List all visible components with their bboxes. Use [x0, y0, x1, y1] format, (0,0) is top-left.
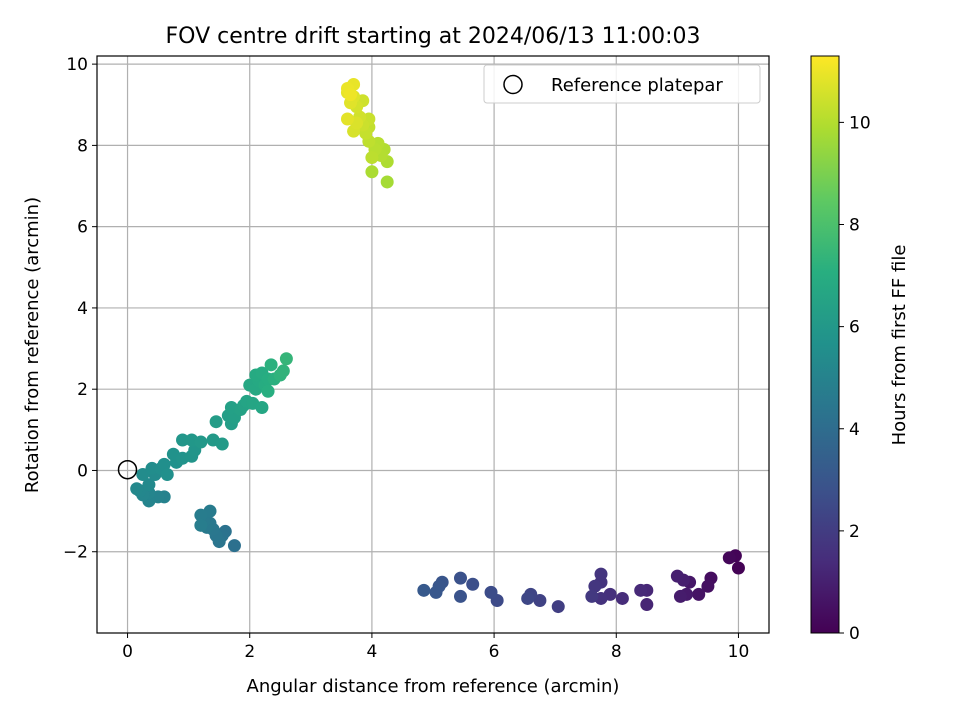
- chart-title: FOV centre drift starting at 2024/06/13 …: [166, 24, 701, 49]
- data-point: [453, 571, 467, 585]
- legend-marker-icon: [503, 74, 523, 95]
- data-point: [521, 591, 535, 605]
- data-point: [344, 88, 358, 102]
- data-point: [255, 400, 269, 414]
- data-point: [615, 591, 629, 605]
- legend-entry-reference: Reference platepar: [551, 75, 723, 96]
- y-axis-ticks: −2 0 2 4 6 8 10: [63, 55, 97, 563]
- data-point: [466, 577, 480, 591]
- data-point: [634, 583, 648, 597]
- x-tick-label: 10: [728, 642, 750, 662]
- data-point: [701, 579, 715, 593]
- data-point: [194, 518, 208, 532]
- y-tick-label: 2: [77, 380, 88, 400]
- data-point: [551, 600, 565, 614]
- reference-platepar-marker: [117, 459, 138, 480]
- data-point: [264, 358, 278, 372]
- x-tick-label: 8: [611, 642, 622, 662]
- data-point: [640, 598, 654, 612]
- data-point: [594, 567, 608, 581]
- data-point: [215, 437, 229, 451]
- x-tick-label: 4: [366, 642, 377, 662]
- colorbar-tick-label: 4: [849, 420, 860, 440]
- data-point: [176, 433, 190, 447]
- colorbar-label: Hours from first FF file: [889, 245, 910, 446]
- y-axis-label: Rotation from reference (arcmin): [22, 197, 43, 493]
- colorbar-tick-label: 8: [849, 216, 860, 236]
- data-point: [673, 589, 687, 603]
- y-tick-label: 6: [77, 218, 88, 238]
- grid-lines: [97, 56, 769, 633]
- data-point: [261, 384, 275, 398]
- data-point: [731, 561, 745, 575]
- legend-box: [483, 64, 761, 104]
- data-points: [130, 77, 745, 614]
- colorbar-tick-label: 0: [849, 624, 860, 644]
- y-tick-label: 10: [66, 55, 88, 75]
- x-axis-label: Angular distance from reference (arcmin): [247, 676, 620, 697]
- data-point: [722, 551, 736, 565]
- colorbar-tick-label: 6: [849, 318, 860, 338]
- plot-frame: [96, 55, 770, 634]
- y-tick-label: 4: [77, 299, 88, 319]
- data-point: [380, 175, 394, 189]
- data-point: [670, 569, 684, 583]
- colorbar-ticks: 0 2 4 6 8 10: [839, 113, 871, 644]
- data-point: [194, 435, 208, 449]
- data-point: [429, 585, 443, 599]
- data-point: [276, 364, 290, 378]
- data-point: [692, 587, 706, 601]
- data-point: [157, 457, 171, 471]
- colorbar-tick-label: 2: [849, 522, 860, 542]
- data-point: [209, 415, 223, 429]
- data-point: [194, 508, 208, 522]
- data-point: [227, 539, 241, 553]
- y-tick-label: 8: [77, 136, 88, 156]
- data-point: [484, 585, 498, 599]
- legend: Reference platepar: [483, 64, 761, 104]
- data-point: [279, 352, 293, 366]
- data-point: [160, 468, 174, 482]
- data-point: [453, 589, 467, 603]
- y-tick-label: 0: [77, 461, 88, 481]
- data-point: [417, 583, 431, 597]
- data-point: [340, 112, 354, 126]
- data-point: [145, 461, 159, 475]
- data-point: [365, 151, 379, 165]
- x-tick-label: 2: [244, 642, 255, 662]
- colorbar: [810, 55, 840, 634]
- data-point: [136, 468, 150, 482]
- colorbar-tick-label: 10: [849, 113, 871, 133]
- x-tick-label: 6: [489, 642, 500, 662]
- x-axis-ticks: 0 2 4 6 8 10: [122, 633, 749, 662]
- data-point: [588, 579, 602, 593]
- data-point: [533, 593, 547, 607]
- data-point: [365, 165, 379, 179]
- x-tick-label: 0: [122, 642, 133, 662]
- y-tick-label: −2: [63, 543, 88, 563]
- data-point: [130, 482, 144, 496]
- data-point: [585, 589, 599, 603]
- data-point: [142, 478, 156, 492]
